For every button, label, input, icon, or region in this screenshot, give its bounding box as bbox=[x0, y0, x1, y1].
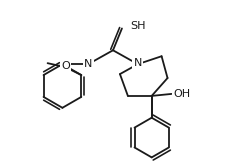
Text: N: N bbox=[84, 59, 92, 69]
Text: SH: SH bbox=[129, 22, 145, 31]
Text: N: N bbox=[133, 58, 141, 68]
Text: O: O bbox=[61, 61, 70, 71]
Text: OH: OH bbox=[173, 89, 190, 99]
